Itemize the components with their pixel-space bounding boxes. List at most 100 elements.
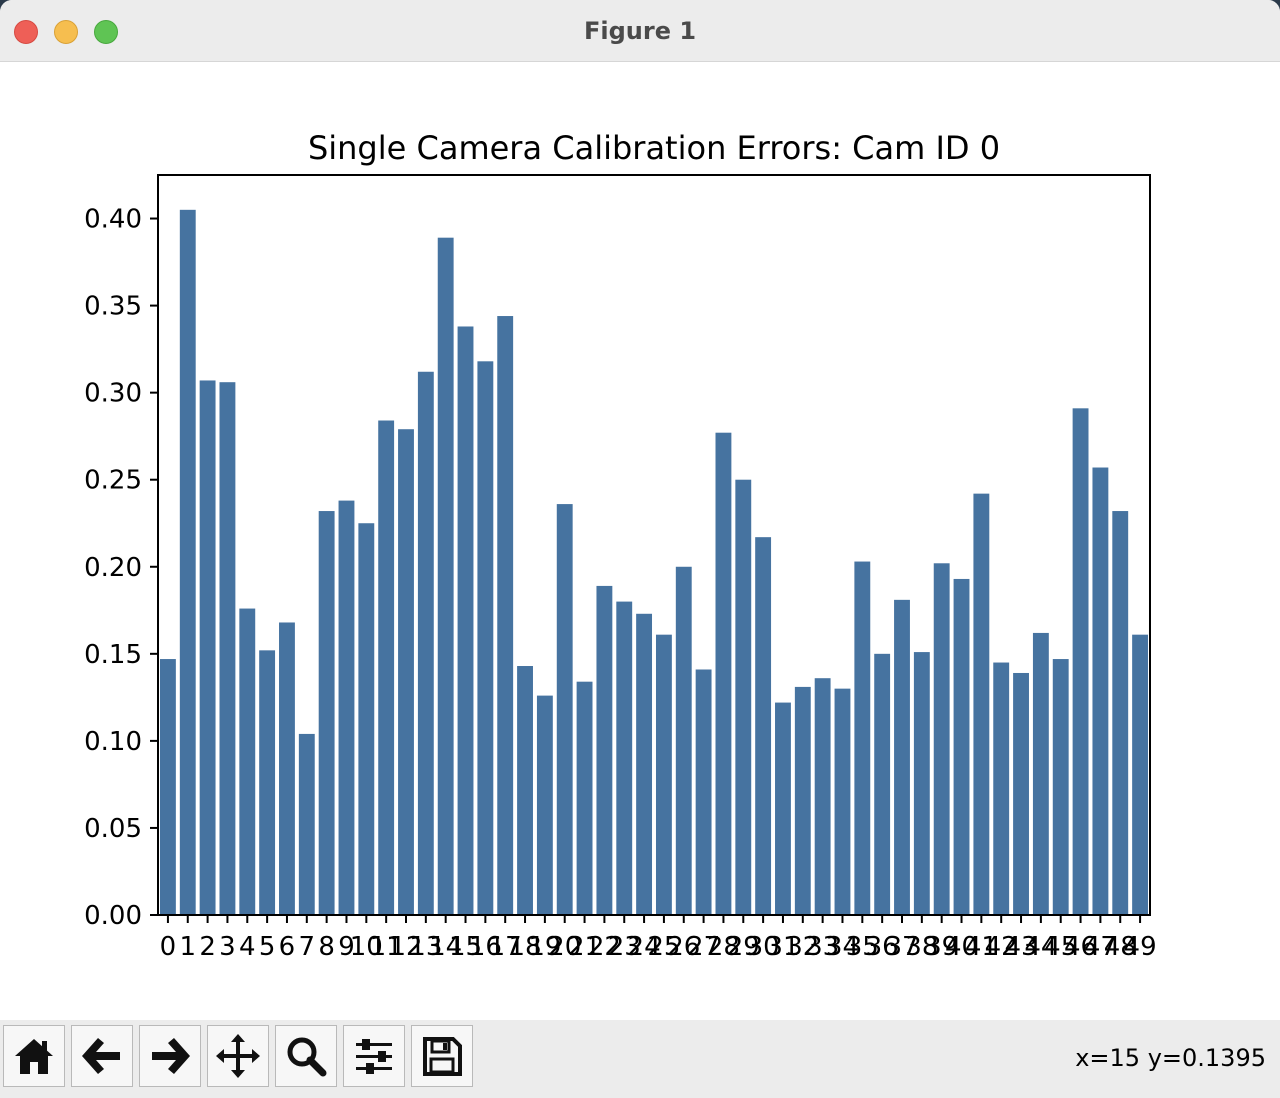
bar-14: [437, 237, 454, 915]
bar-41: [973, 493, 990, 915]
bar-32: [794, 686, 811, 915]
pan-button[interactable]: [207, 1025, 269, 1087]
bar-13: [417, 371, 434, 915]
bar-21: [576, 681, 593, 915]
bar-12: [398, 429, 414, 915]
bar-37: [894, 599, 910, 915]
x-tick-label: 28: [707, 932, 740, 962]
x-tick-label: 23: [608, 932, 641, 962]
zoom-icon: [287, 1037, 327, 1077]
bar-38: [913, 652, 930, 915]
y-tick-label: 0.35: [84, 292, 142, 322]
bar-34: [834, 688, 851, 915]
back-button[interactable]: [71, 1025, 133, 1087]
x-tick-label: 0: [160, 932, 177, 962]
bar-28: [715, 432, 732, 915]
x-tick-label: 48: [1104, 932, 1137, 962]
x-tick-label: 29: [727, 932, 760, 962]
x-tick-label: 13: [409, 932, 442, 962]
x-tick-label: 24: [628, 932, 661, 962]
x-tick-label: 47: [1084, 932, 1117, 962]
title-bar: Figure 1: [0, 0, 1280, 62]
bar-29: [735, 479, 752, 915]
bar-8: [318, 511, 335, 915]
x-tick-label: 5: [259, 932, 276, 962]
x-tick-label: 22: [588, 932, 621, 962]
close-button[interactable]: [14, 20, 38, 44]
bar-24: [636, 613, 653, 915]
forward-icon: [152, 1038, 190, 1074]
chart-title: Single Camera Calibration Errors: Cam ID…: [308, 129, 1000, 167]
y-tick-label: 0.00: [84, 901, 142, 931]
bar-17: [497, 316, 514, 915]
bar-chart: Single Camera Calibration Errors: Cam ID…: [84, 129, 1157, 962]
bars-group: [159, 209, 1149, 915]
y-axis: 0.00 0.05 0.10 0.15 0.20 0.25 0.30 0.35 0.40: [84, 205, 158, 931]
y-tick-label: 0.40: [84, 205, 142, 235]
zoom-button[interactable]: [275, 1025, 337, 1087]
x-tick-label: 10: [350, 932, 383, 962]
x-tick-label: 2: [199, 932, 216, 962]
plot-area[interactable]: Single Camera Calibration Errors: Cam ID…: [0, 62, 1280, 1020]
minimize-button[interactable]: [54, 20, 78, 44]
bar-43: [1013, 672, 1029, 915]
x-tick-label: 44: [1024, 932, 1057, 962]
bar-46: [1072, 408, 1089, 915]
bar-48: [1112, 511, 1129, 915]
bar-36: [874, 653, 891, 915]
bar-42: [993, 662, 1010, 915]
bar-31: [775, 702, 791, 915]
forward-button[interactable]: [139, 1025, 201, 1087]
bar-4: [239, 608, 256, 915]
y-tick-label: 0.30: [84, 379, 142, 409]
y-tick-label: 0.10: [84, 727, 142, 757]
x-tick-label: 21: [568, 932, 601, 962]
bar-27: [695, 669, 712, 915]
bar-35: [854, 561, 871, 915]
cursor-coordinates: x=15 y=0.1395: [1075, 1044, 1266, 1072]
bar-3: [219, 382, 236, 915]
y-tick-label: 0.25: [84, 466, 142, 496]
x-tick-label: 41: [965, 932, 998, 962]
home-button[interactable]: [3, 1025, 65, 1087]
bar-23: [616, 601, 633, 915]
bar-25: [655, 634, 672, 915]
bar-30: [755, 537, 772, 915]
x-tick-label: 20: [548, 932, 581, 962]
bar-33: [814, 678, 831, 915]
x-tick-label: 14: [429, 932, 462, 962]
x-tick-label: 39: [925, 932, 958, 962]
x-tick-label: 31: [766, 932, 799, 962]
maximize-button[interactable]: [94, 20, 118, 44]
x-tick-label: 42: [985, 932, 1018, 962]
bar-45: [1052, 659, 1069, 915]
x-tick-label: 30: [747, 932, 780, 962]
bar-7: [298, 733, 315, 915]
bar-22: [596, 585, 613, 915]
bar-11: [378, 420, 395, 915]
bar-26: [675, 566, 692, 915]
y-tick-label: 0.20: [84, 553, 142, 583]
x-tick-label: 18: [508, 932, 541, 962]
x-tick-label: 6: [279, 932, 296, 962]
x-tick-label: 35: [846, 932, 879, 962]
x-tick-label: 11: [370, 932, 403, 962]
bar-20: [556, 504, 573, 915]
x-tick-label: 34: [826, 932, 859, 962]
x-tick-label: 8: [318, 932, 335, 962]
x-tick-label: 40: [945, 932, 978, 962]
bar-18: [517, 666, 533, 915]
configure-subplots-button[interactable]: [343, 1025, 405, 1087]
y-tick-label: 0.05: [84, 814, 142, 844]
x-tick-label: 7: [299, 932, 316, 962]
x-tick-label: 4: [239, 932, 256, 962]
x-tick-label: 32: [786, 932, 819, 962]
y-tick-label: 0.15: [84, 640, 142, 670]
x-tick-label: 43: [1004, 932, 1037, 962]
back-icon: [82, 1038, 120, 1074]
home-icon: [15, 1039, 53, 1074]
window-title: Figure 1: [583, 17, 697, 45]
bar-49: [1132, 634, 1149, 915]
x-tick-label: 49: [1124, 932, 1157, 962]
save-button[interactable]: [411, 1025, 473, 1087]
